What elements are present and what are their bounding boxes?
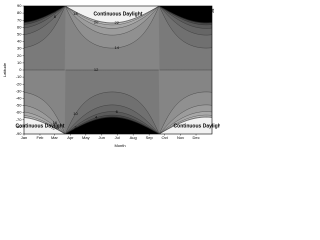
contour-line xyxy=(23,6,213,134)
contour-line xyxy=(23,6,213,134)
contour-label: 20 xyxy=(94,19,99,24)
x-tick-label: Jul xyxy=(115,135,120,140)
contour-label: 14 xyxy=(114,45,119,50)
y-tick-label: -30 xyxy=(16,88,23,93)
x-tick-label: May xyxy=(82,135,90,140)
annotation: No Daylight xyxy=(26,8,54,14)
contour-label: 16 xyxy=(53,120,58,125)
x-tick-label: Dec xyxy=(192,135,199,140)
y-tick-label: 40 xyxy=(17,39,22,44)
y-tick-label: 80 xyxy=(17,10,22,15)
contour-label: 24 xyxy=(53,125,58,130)
contour-band xyxy=(24,6,212,134)
contour-label: 12 xyxy=(94,67,99,72)
x-tick-label: Feb xyxy=(37,135,45,140)
annotation: Continuous Daylight xyxy=(174,123,220,129)
x-tick-label: Jun xyxy=(99,135,105,140)
x-tick-label: Nov xyxy=(177,135,184,140)
x-axis-label: Month xyxy=(114,143,125,148)
contour-label: 10 xyxy=(73,111,78,116)
y-tick-label: -20 xyxy=(16,81,23,86)
contour-line xyxy=(23,6,213,134)
y-tick-label: -10 xyxy=(16,74,23,79)
contour-label: 6 xyxy=(116,109,119,114)
contour-line xyxy=(23,6,213,134)
y-tick-label: 90 xyxy=(17,3,22,8)
annotation: No Daylight xyxy=(104,123,132,129)
y-tick-label: 70 xyxy=(17,17,22,22)
y-tick-label: -60 xyxy=(16,110,23,115)
contour-line xyxy=(23,6,213,134)
contour-line xyxy=(23,6,213,134)
annotation: Continuous Daylight xyxy=(16,123,65,129)
y-tick-label: 30 xyxy=(17,46,22,51)
annotation: Continuous Daylight xyxy=(94,11,143,17)
contour-label: 18 xyxy=(73,11,78,16)
x-tick-label: Mar xyxy=(51,135,59,140)
y-tick-label: -90 xyxy=(16,131,23,136)
y-tick-label: 60 xyxy=(17,24,22,29)
x-tick-label: Oct xyxy=(161,135,168,140)
contour-line xyxy=(23,6,213,134)
y-tick-label: 50 xyxy=(17,32,22,37)
contour-label: 4 xyxy=(95,115,98,120)
contour-line xyxy=(23,6,213,134)
y-tick-label: -50 xyxy=(16,103,23,108)
y-tick-label: 10 xyxy=(17,60,22,65)
contour-label: 8 xyxy=(54,14,57,19)
annotation: No Daylight xyxy=(186,8,214,14)
y-tick-label: -70 xyxy=(16,117,23,122)
x-tick-label: Sep xyxy=(146,135,154,140)
contour-line xyxy=(23,6,213,134)
contour-line xyxy=(23,6,213,134)
y-axis-label: Latitude xyxy=(2,62,7,77)
x-tick-label: Jan xyxy=(21,135,27,140)
x-tick-label: Aug xyxy=(130,135,137,140)
y-tick-label: -80 xyxy=(16,124,23,129)
contour-label: 0 xyxy=(54,9,57,14)
x-tick-label: Apr xyxy=(67,135,74,140)
contour-label: 2 xyxy=(74,125,77,130)
y-tick-label: 20 xyxy=(17,53,22,58)
y-tick-label: 0 xyxy=(19,67,22,72)
y-tick-label: -40 xyxy=(16,96,23,101)
